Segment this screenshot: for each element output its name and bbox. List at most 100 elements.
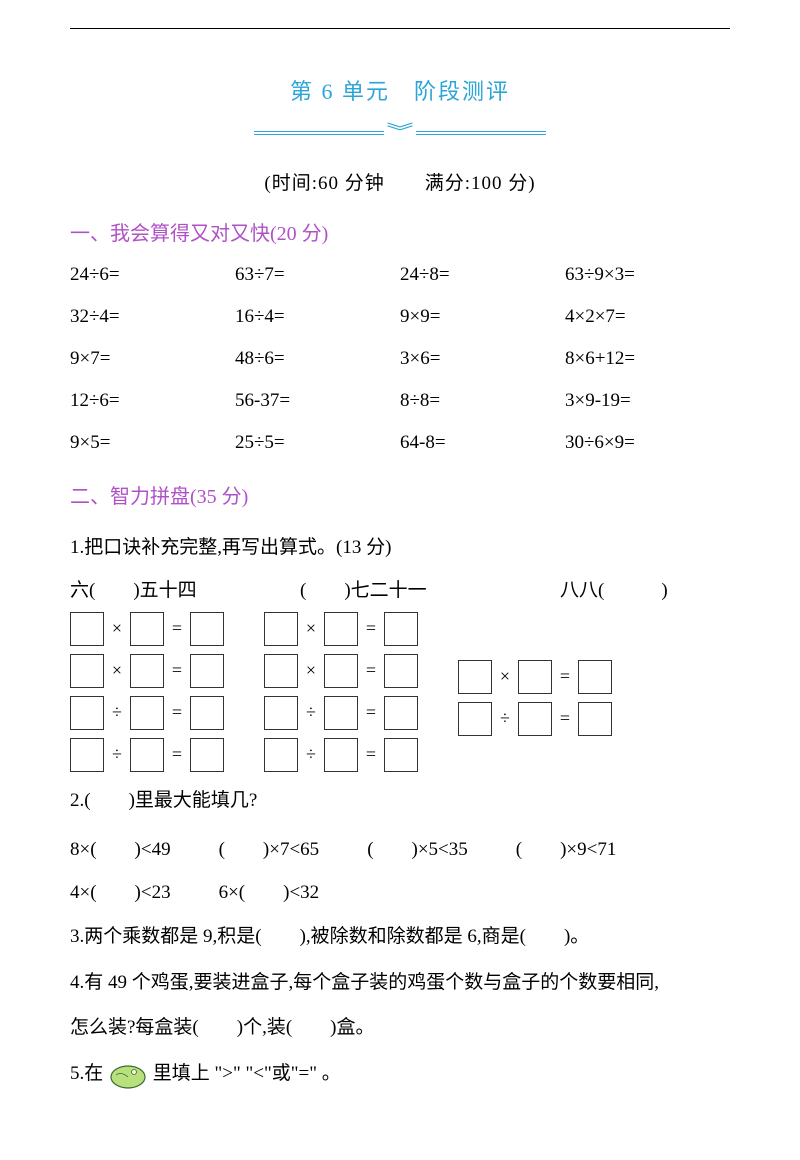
kouque-item: 八八( ) — [560, 575, 668, 602]
blank-box — [190, 612, 224, 646]
blank-box — [324, 696, 358, 730]
blank-box — [70, 612, 104, 646]
box-row: ÷= — [70, 738, 224, 772]
blank-box — [70, 738, 104, 772]
calc-item: 4×2×7= — [565, 306, 730, 328]
equals-sign: = — [556, 666, 574, 687]
blank-box — [264, 612, 298, 646]
calc-item: 64-8= — [400, 432, 565, 454]
blank-box — [578, 660, 612, 694]
calc-item: 9×7= — [70, 348, 235, 370]
blank-box — [130, 738, 164, 772]
title-divider: ︾ — [70, 118, 730, 138]
equals-sign: = — [362, 618, 380, 639]
fill-item: ( )×9<71 — [516, 828, 617, 872]
divider-right — [416, 131, 546, 132]
blank-box — [70, 696, 104, 730]
kouque-item: 六( )五十四 — [70, 575, 300, 602]
operator: ÷ — [108, 702, 126, 723]
equals-sign: = — [362, 744, 380, 765]
q1-kouque-row: 六( )五十四 ( )七二十一 八八( ) — [70, 575, 730, 602]
blank-box — [384, 612, 418, 646]
box-row: ÷= — [264, 738, 418, 772]
calc-item: 3×9-19= — [565, 390, 730, 412]
blank-box — [518, 660, 552, 694]
blank-box — [190, 654, 224, 688]
q5-pre: 5.在 — [70, 1063, 103, 1084]
blank-box — [578, 702, 612, 736]
operator: × — [108, 618, 126, 639]
box-row: ×= — [458, 660, 612, 694]
blank-box — [458, 702, 492, 736]
operator: × — [302, 660, 320, 681]
box-groups: ×=×=÷=÷=×=×=÷=÷=×=÷= — [70, 612, 730, 772]
equals-sign: = — [168, 660, 186, 681]
q5-line: 5.在 里填上 ">" "<"或"=" 。 — [70, 1052, 730, 1096]
box-column: ×=÷= — [458, 660, 612, 772]
box-row: ×= — [70, 612, 224, 646]
calc-item: 12÷6= — [70, 390, 235, 412]
calc-item: 63÷7= — [235, 264, 400, 286]
calc-item: 32÷4= — [70, 306, 235, 328]
calc-item: 9×9= — [400, 306, 565, 328]
calc-item: 16÷4= — [235, 306, 400, 328]
fill-item: ( )×7<65 — [219, 828, 320, 872]
equals-sign: = — [168, 744, 186, 765]
q5-post: 里填上 ">" "<"或"=" 。 — [153, 1063, 341, 1084]
blank-box — [324, 738, 358, 772]
blank-box — [130, 696, 164, 730]
equals-sign: = — [556, 708, 574, 729]
box-column: ×=×=÷=÷= — [264, 612, 418, 772]
box-row: ÷= — [264, 696, 418, 730]
q4-text-a: 4.有 49 个鸡蛋,要装进盒子,每个盒子装的鸡蛋个数与盒子的个数要相同, — [70, 961, 730, 1005]
equals-sign: = — [362, 660, 380, 681]
blank-box — [190, 696, 224, 730]
calc-item: 25÷5= — [235, 432, 400, 454]
exam-meta: (时间:60 分钟 满分:100 分) — [70, 168, 730, 195]
calc-item: 24÷8= — [400, 264, 565, 286]
box-row: ×= — [264, 612, 418, 646]
q4-text-b: 怎么装?每盒装( )个,装( )盒。 — [70, 1006, 730, 1050]
calc-item: 8×6+12= — [565, 348, 730, 370]
q1-prompt: 1.把口诀补充完整,再写出算式。(13 分) — [70, 527, 730, 569]
operator: ÷ — [108, 744, 126, 765]
fill-item: ( )×5<35 — [367, 828, 468, 872]
calc-grid: 24÷6= 63÷7= 24÷8= 63÷9×3= 32÷4= 16÷4= 9×… — [70, 264, 730, 454]
chevron-down-icon: ︾ — [387, 118, 414, 144]
blank-box — [130, 612, 164, 646]
divider-left — [254, 131, 384, 132]
equals-sign: = — [362, 702, 380, 723]
equals-sign: = — [168, 618, 186, 639]
box-row: ×= — [70, 654, 224, 688]
box-row: ×= — [264, 654, 418, 688]
operator: × — [302, 618, 320, 639]
box-column: ×=×=÷=÷= — [70, 612, 224, 772]
blank-box — [264, 654, 298, 688]
blank-box — [264, 696, 298, 730]
lotus-leaf-icon — [108, 1061, 148, 1089]
fill-item: 6×( )<32 — [219, 871, 320, 915]
blank-box — [518, 702, 552, 736]
page-top-rule — [70, 28, 730, 29]
blank-box — [264, 738, 298, 772]
q2-fill-grid: 8×( )<49 ( )×7<65 ( )×5<35 ( )×9<71 4×( … — [70, 828, 730, 915]
kouque-item: ( )七二十一 — [300, 575, 560, 602]
operator: × — [496, 666, 514, 687]
fill-item: 8×( )<49 — [70, 828, 171, 872]
calc-item: 30÷6×9= — [565, 432, 730, 454]
fill-item: 4×( )<23 — [70, 871, 171, 915]
calc-item: 24÷6= — [70, 264, 235, 286]
calc-item: 3×6= — [400, 348, 565, 370]
section1-header: 一、我会算得又对又快(20 分) — [70, 217, 730, 246]
calc-item: 56-37= — [235, 390, 400, 412]
box-row: ÷= — [70, 696, 224, 730]
calc-item: 63÷9×3= — [565, 264, 730, 286]
blank-box — [384, 738, 418, 772]
blank-box — [324, 612, 358, 646]
equals-sign: = — [168, 702, 186, 723]
blank-box — [458, 660, 492, 694]
operator: ÷ — [302, 702, 320, 723]
q2-prompt: 2.( )里最大能填几? — [70, 780, 730, 822]
box-row: ÷= — [458, 702, 612, 736]
blank-box — [384, 696, 418, 730]
